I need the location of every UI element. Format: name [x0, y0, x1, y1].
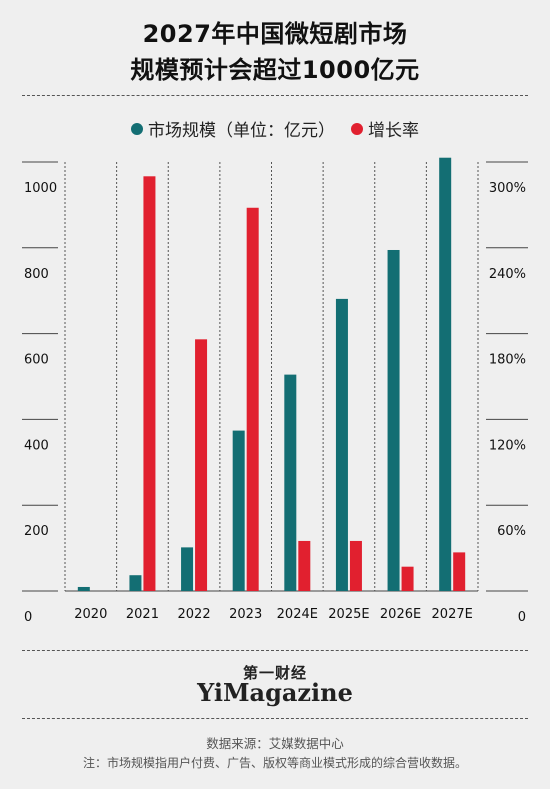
legend-label-market-size: 市场规模（单位：亿元）	[148, 121, 335, 141]
bar-market-size	[335, 298, 348, 591]
x-axis-tick-label: 2026E	[380, 607, 421, 622]
footer-divider	[22, 718, 528, 719]
right-axis-tick-label: 180%	[489, 353, 526, 368]
chart-title-line-1: 2027年中国微短剧市场	[142, 20, 408, 48]
bar-market-size	[387, 249, 400, 591]
bar-growth-rate	[246, 207, 259, 591]
x-axis-tick-label: 2022	[178, 607, 211, 622]
left-axis-tick-label: 200	[24, 524, 49, 539]
left-axis-tick-label: 800	[24, 267, 49, 282]
legend-marker-market-size	[131, 122, 143, 135]
bar-market-size	[181, 547, 194, 591]
right-axis-tick-label: 120%	[489, 438, 526, 453]
bar-market-size	[232, 430, 245, 591]
bar-chart: 0 0 200 60% 400 120% 600 180% 800 240% 1000 300% 202…	[22, 157, 528, 625]
bar-growth-rate	[143, 176, 156, 592]
left-axis-tick-label: 400	[24, 438, 49, 453]
bar-growth-rate	[195, 339, 208, 591]
x-axis-tick-label: 2027E	[432, 607, 473, 622]
bar-growth-rate	[401, 566, 414, 591]
x-axis-tick-label: 2021	[126, 607, 159, 622]
chart-title-line-2: 规模预计会超过1000亿元	[130, 56, 420, 84]
bar-market-size	[284, 374, 297, 591]
bar-market-size	[129, 575, 142, 591]
bar-market-size	[439, 157, 452, 591]
left-axis-tick-label: 600	[24, 353, 49, 368]
x-axis-tick-label: 2024E	[277, 607, 318, 622]
right-axis-tick-label: 300%	[489, 181, 526, 196]
x-axis-tick-label: 2025E	[328, 607, 369, 622]
x-axis-tick-label: 2020	[74, 607, 107, 622]
left-axis-tick-label: 0	[24, 610, 32, 625]
bar-growth-rate	[453, 552, 466, 591]
bar-market-size	[77, 586, 90, 591]
legend-label-growth-rate: 增长率	[368, 121, 419, 141]
legend: 市场规模（单位：亿元） 增长率	[0, 116, 550, 141]
bar-growth-rate	[349, 540, 362, 591]
bottom-divider	[22, 650, 528, 651]
right-axis-tick-label: 0	[518, 610, 526, 625]
bar-growth-rate	[298, 540, 311, 591]
legend-marker-growth-rate	[351, 122, 363, 135]
brand-chinese-name: 第一财经	[242, 664, 307, 682]
right-axis-tick-label: 240%	[489, 267, 526, 282]
legend-item-growth-rate: 增长率	[351, 116, 419, 141]
brand-logo-text: YiMagazine	[197, 678, 353, 707]
data-source: 数据来源：艾媒数据中心	[206, 736, 344, 751]
x-axis-tick-label: 2023	[229, 607, 262, 622]
footnote: 注：市场规模指用户付费、广告、版权等商业模式形成的综合营收数据。	[82, 756, 467, 770]
left-axis-tick-label: 1000	[24, 181, 57, 196]
legend-item-market-size: 市场规模（单位：亿元）	[131, 116, 335, 141]
right-axis-tick-label: 60%	[497, 524, 526, 539]
top-divider	[22, 95, 528, 96]
